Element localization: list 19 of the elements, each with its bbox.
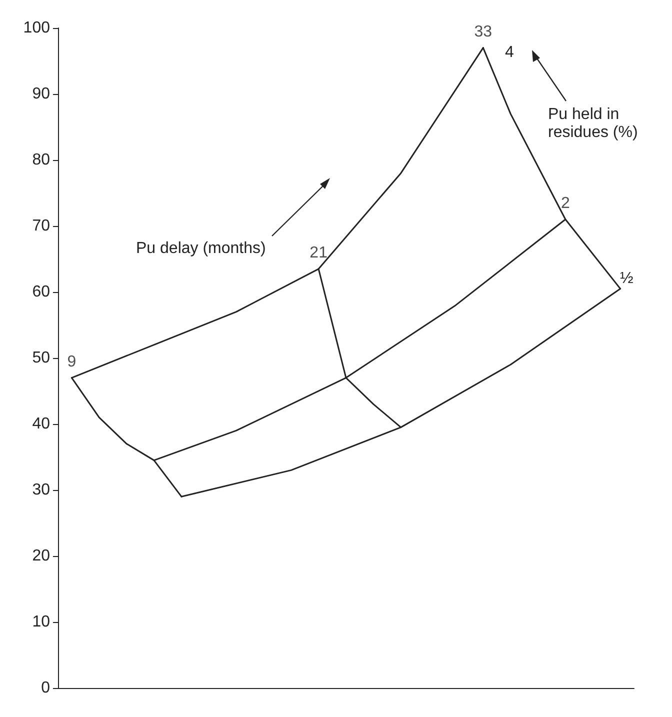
y-tick-label: 20 (32, 548, 50, 564)
y-tick-label: 80 (32, 152, 50, 168)
y-tick-label: 10 (32, 614, 50, 630)
y-tick-label: 30 (32, 482, 50, 498)
annotation: 4 (505, 44, 514, 62)
y-tick-label: 60 (32, 284, 50, 300)
annotation: Pu delay (months) (136, 240, 267, 258)
y-tick-label: 100 (23, 20, 50, 36)
y-tick-label: 40 (32, 416, 50, 432)
y-tick-label: 50 (32, 350, 50, 366)
y-tick-label: 90 (32, 86, 50, 102)
annotation: 21 (310, 244, 328, 262)
annotation: 9 (67, 353, 76, 370)
y-tick-label: 70 (32, 218, 50, 234)
annotation: 2 (560, 194, 570, 212)
annotation: Pu held in residues (%) (548, 106, 639, 142)
annotation: 33 (474, 23, 492, 40)
y-tick-label: 0 (41, 680, 50, 696)
annotation: ½ (620, 270, 634, 288)
